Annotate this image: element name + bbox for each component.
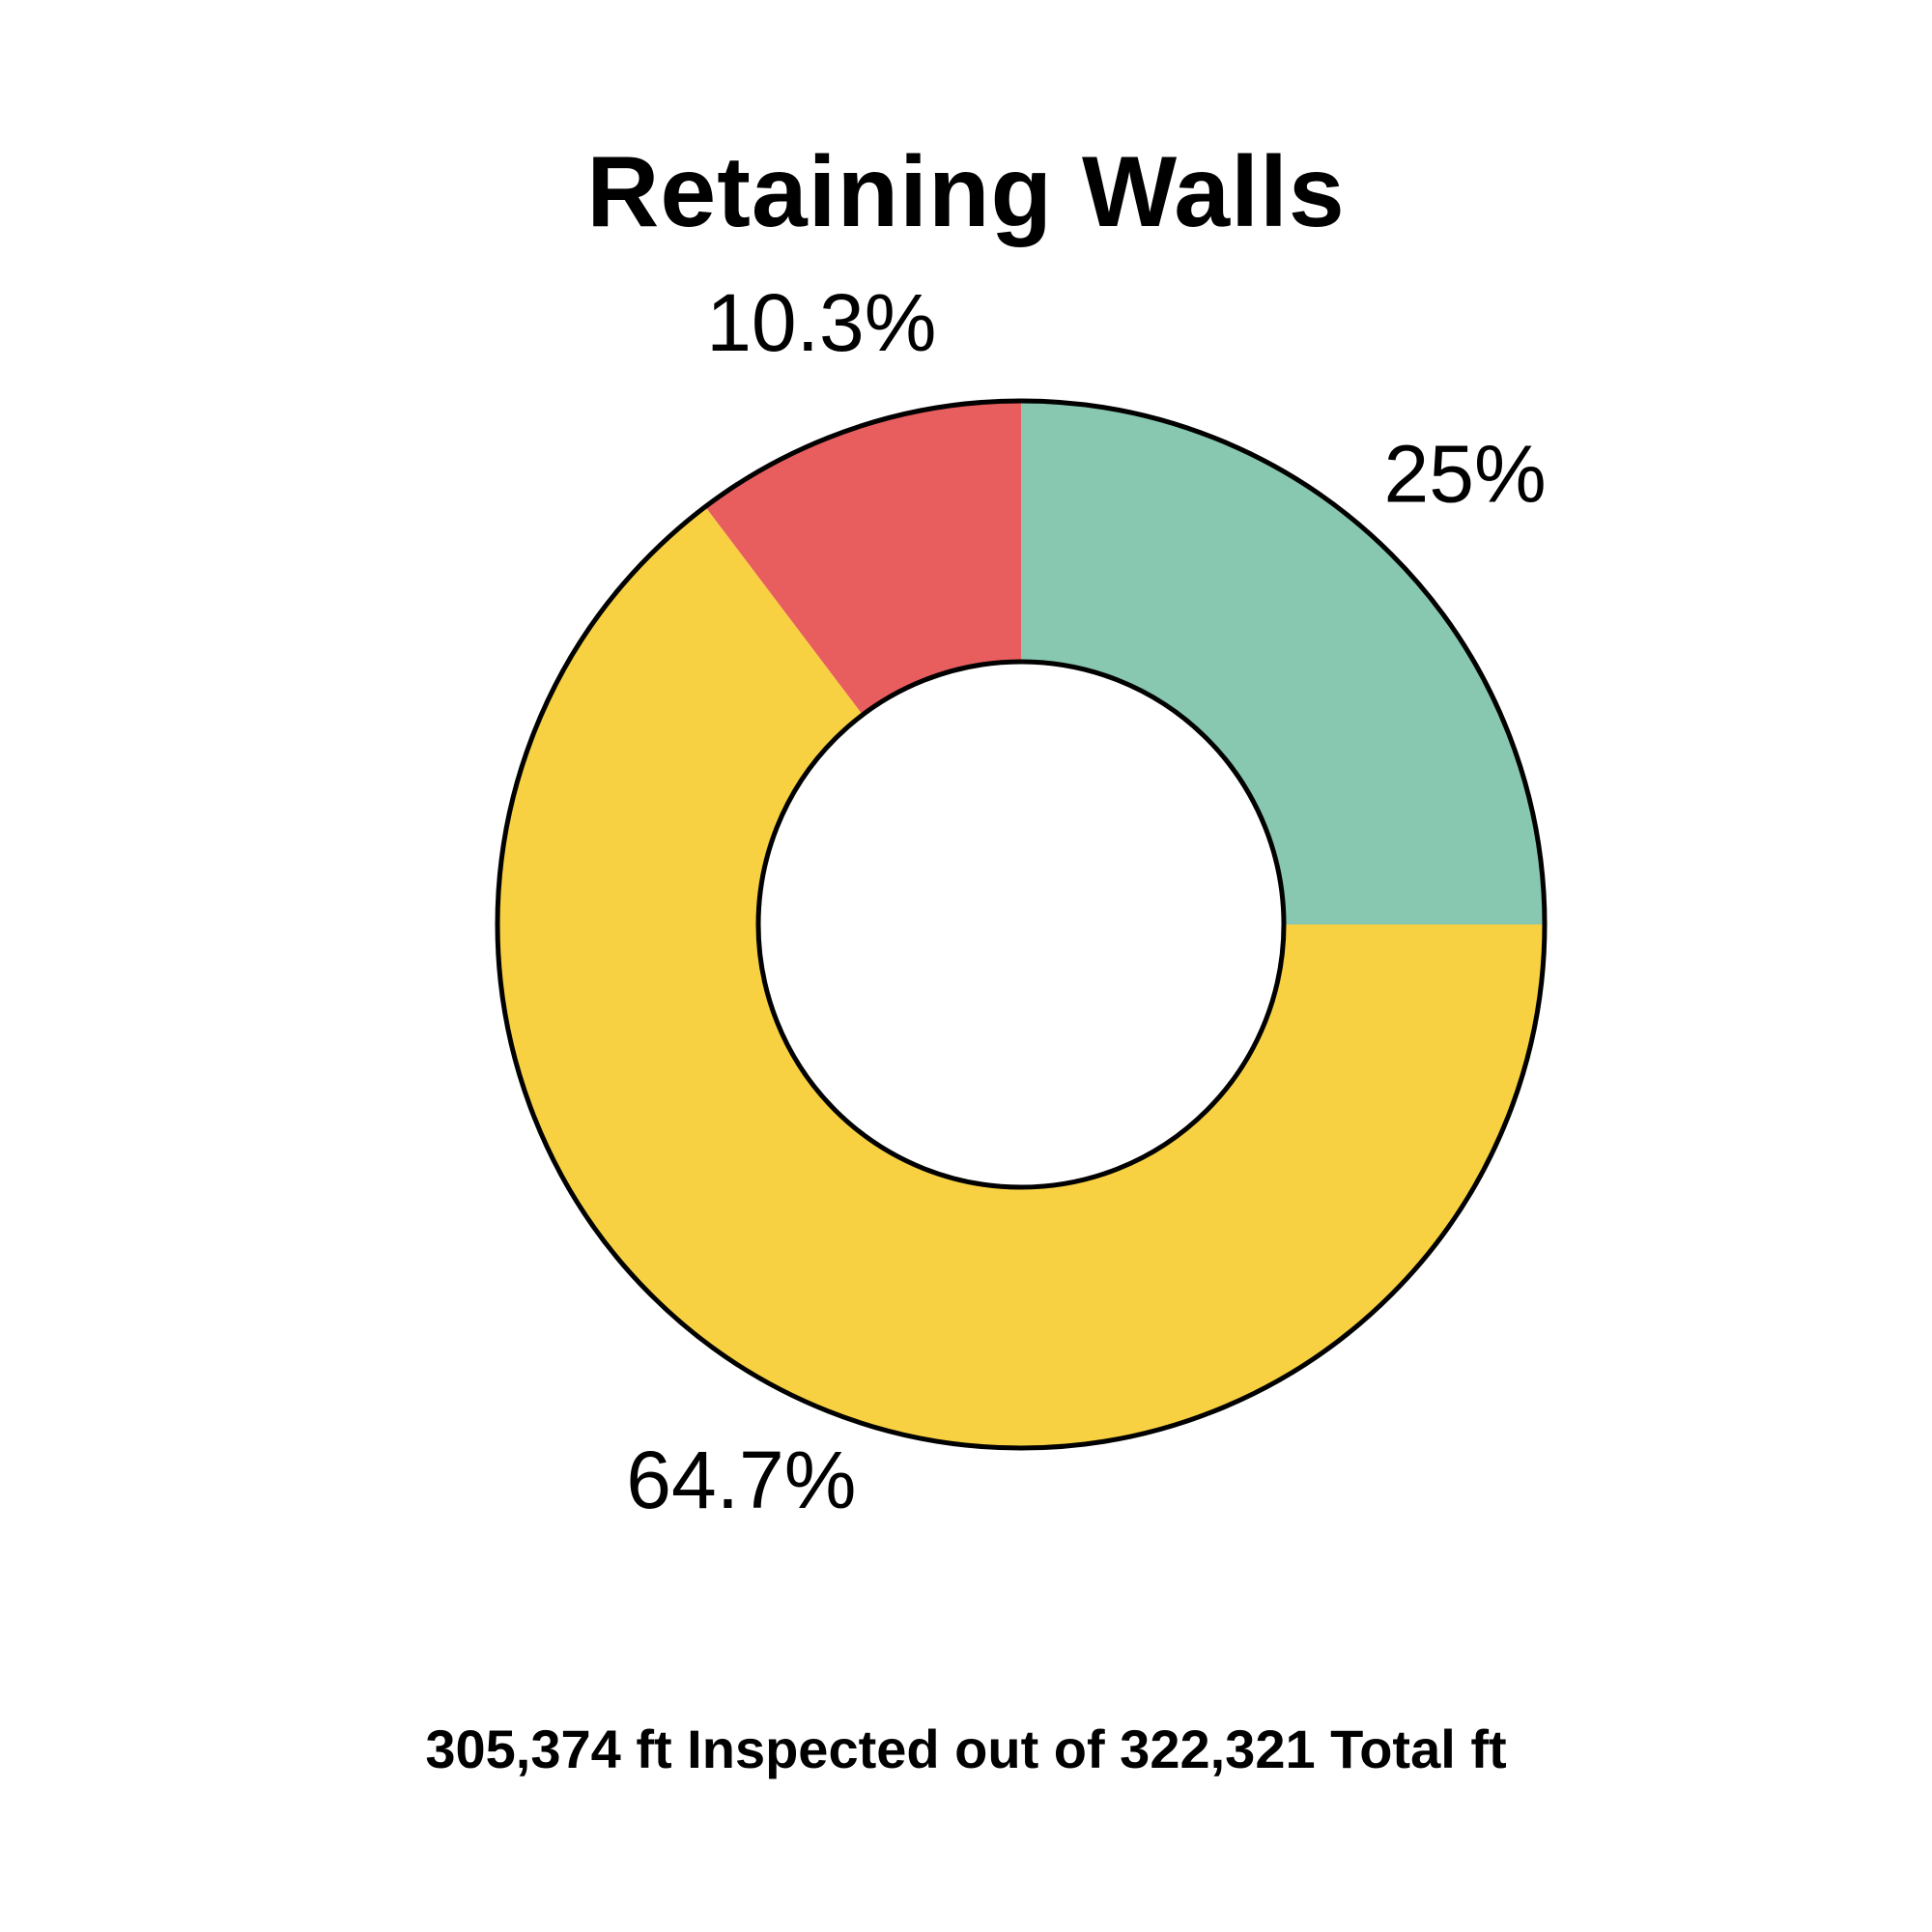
slices <box>497 401 1545 1448</box>
inner-hole <box>755 659 1287 1190</box>
slice-label-0: 25% <box>1384 429 1547 520</box>
slice-label-2: 10.3% <box>706 277 936 368</box>
slice-1 <box>497 506 1545 1448</box>
chart-title: Retaining Walls <box>586 136 1346 248</box>
slice-label-1: 64.7% <box>626 1435 856 1525</box>
outer-ring <box>495 398 1548 1451</box>
slice-2 <box>705 401 1021 715</box>
slice-0 <box>1021 401 1545 924</box>
chart-footer: 305,374 ft Inspected out of 322,321 Tota… <box>425 1719 1507 1779</box>
slice-labels: 25% 64.7% 10.3% <box>626 277 1546 1525</box>
